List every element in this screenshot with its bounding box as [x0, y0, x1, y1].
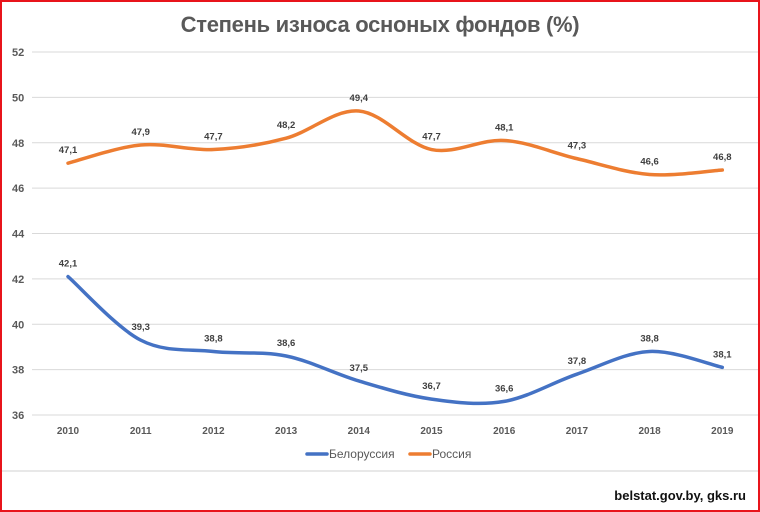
y-tick-label: 48 [12, 138, 24, 150]
x-tick-label: 2014 [348, 426, 371, 437]
data-label: 38,1 [713, 349, 732, 360]
data-label: 38,8 [640, 333, 659, 344]
x-tick-label: 2015 [420, 426, 443, 437]
y-tick-label: 52 [12, 47, 24, 59]
data-label: 46,8 [713, 152, 732, 163]
data-label: 47,7 [422, 132, 441, 143]
chart-title: Степень износа осноных фондов (%) [180, 12, 580, 37]
data-label: 47,7 [204, 132, 223, 143]
x-tick-label: 2017 [566, 426, 589, 437]
data-label: 37,5 [350, 363, 369, 374]
y-tick-label: 38 [12, 365, 24, 377]
x-tick-label: 2016 [493, 426, 516, 437]
data-label: 36,7 [422, 381, 441, 392]
x-tick-label: 2019 [711, 426, 734, 437]
y-tick-label: 42 [12, 274, 24, 286]
y-tick-label: 50 [12, 92, 24, 104]
data-label: 47,9 [131, 127, 150, 138]
data-label: 47,1 [59, 145, 78, 156]
legend-label: Россия [432, 447, 471, 461]
data-label: 37,8 [568, 356, 587, 367]
data-label: 48,2 [277, 120, 296, 131]
data-label: 47,3 [568, 141, 587, 152]
y-tick-label: 46 [12, 183, 24, 195]
data-label: 49,4 [350, 93, 369, 104]
data-label: 38,6 [277, 338, 296, 349]
x-tick-label: 2012 [202, 426, 225, 437]
data-label: 48,1 [495, 122, 514, 133]
data-label: 42,1 [59, 259, 78, 270]
series-line-russia [66, 109, 725, 177]
series-line-belarus [66, 274, 725, 406]
source-text: belstat.gov.by, gks.ru [614, 488, 746, 503]
y-tick-label: 40 [12, 319, 24, 331]
data-label: 38,8 [204, 333, 223, 344]
x-tick-label: 2018 [638, 426, 661, 437]
legend-label: Белоруссия [329, 447, 395, 461]
data-label: 39,3 [131, 322, 150, 333]
x-tick-label: 2011 [130, 426, 152, 437]
data-label: 36,6 [495, 383, 514, 394]
y-tick-label: 36 [12, 410, 24, 422]
divider [2, 470, 758, 472]
x-tick-label: 2013 [275, 426, 298, 437]
y-tick-label: 44 [12, 229, 25, 241]
data-label: 46,6 [640, 157, 659, 168]
x-tick-label: 2010 [57, 426, 80, 437]
